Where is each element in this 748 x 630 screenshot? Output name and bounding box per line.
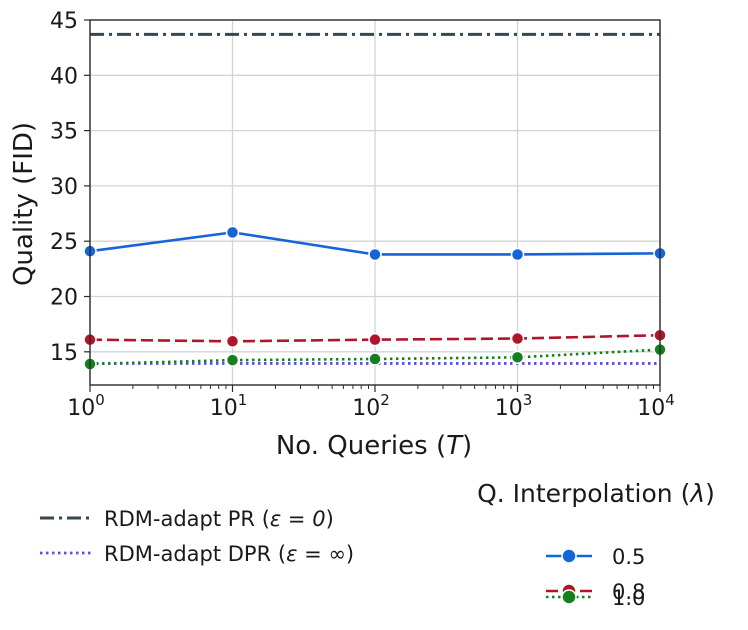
x-tick-label: 100: [67, 391, 105, 421]
x-axis-title-var: T: [446, 431, 464, 461]
legend-marker-0-5: [561, 548, 577, 564]
legend-label-0-8: 0.8: [612, 580, 645, 604]
x-axis-title-suffix: ): [462, 431, 472, 461]
data-point-0-5: [368, 247, 382, 262]
data-point-1-0: [510, 350, 525, 365]
data-point-0-8: [368, 332, 382, 347]
legend-title: Q. Interpolation (λ): [477, 479, 715, 508]
y-tick-label: 35: [50, 120, 78, 145]
y-tick-label: 15: [50, 341, 78, 366]
y-tick-label: 25: [50, 230, 78, 255]
legend-label-rdm-adapt-dpr: RDM-adapt DPR (ε = ∞): [104, 542, 354, 566]
y-tick-label: 40: [50, 64, 78, 89]
data-point-0-5: [225, 225, 240, 240]
x-tick-label: 101: [210, 391, 248, 421]
series-line-1-0: [89, 348, 661, 366]
y-axis-ticks: 15 20 25 30 35 40 45: [50, 9, 90, 366]
x-axis-ticks: 100 101 102 103 104: [67, 385, 675, 421]
reference-legend: RDM-adapt PR (ε = 0) RDM-adapt DPR (ε = …: [40, 507, 354, 566]
data-point-1-0: [368, 352, 382, 366]
legend-marker-1-0: [561, 589, 577, 605]
reference-lines: [90, 32, 660, 365]
x-minor-ticks: [132, 385, 654, 389]
y-axis-title: Quality (FID): [9, 122, 39, 286]
legend-label-1-0: 1.0: [612, 586, 645, 610]
x-tick-label: 104: [637, 391, 675, 421]
legend-label-0-5: 0.5: [612, 545, 645, 569]
series-legend: Q. Interpolation (λ) 0.5 0.8 1.0: [477, 479, 715, 610]
data-point-0-8: [510, 331, 525, 346]
legend-label-rdm-adapt-pr: RDM-adapt PR (ε = 0): [104, 507, 334, 531]
series-line-0-8: [89, 333, 661, 343]
y-tick-label: 20: [50, 286, 78, 311]
x-tick-label: 102: [352, 391, 390, 421]
x-axis-title: No. Queries (T): [276, 431, 472, 461]
y-tick-label: 30: [50, 175, 78, 200]
y-tick-label: 45: [50, 9, 78, 34]
x-tick-label: 103: [495, 391, 533, 421]
data-point-0-5: [510, 247, 525, 262]
x-axis-title-prefix: No. Queries (: [276, 431, 446, 461]
data-point-1-0: [225, 353, 240, 367]
data-point-0-8: [225, 334, 240, 349]
